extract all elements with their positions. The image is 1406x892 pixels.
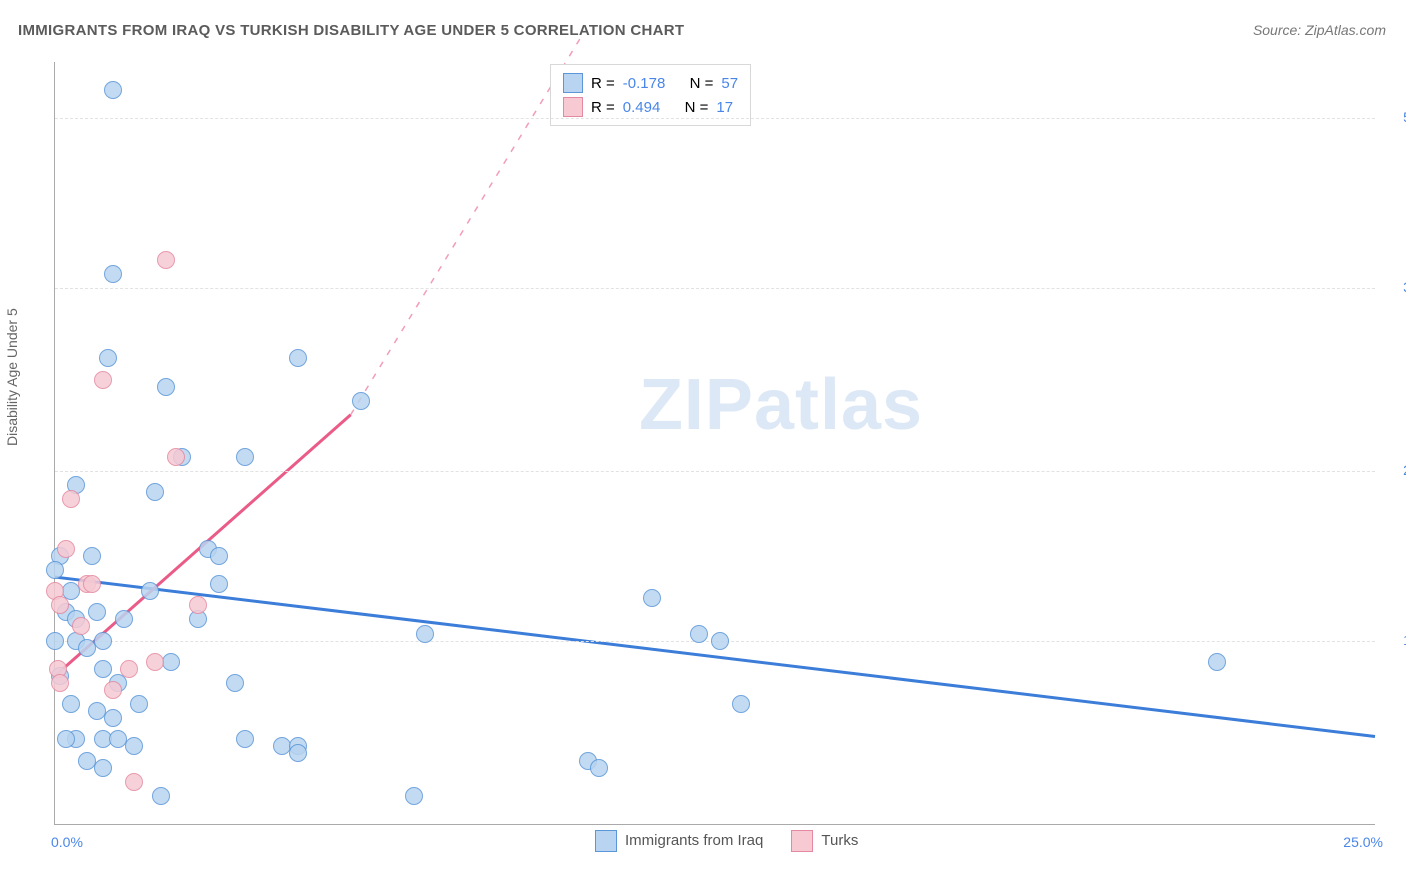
data-point xyxy=(189,596,207,614)
data-point xyxy=(104,681,122,699)
y-tick: 3.8% xyxy=(1380,279,1406,295)
legend-item: Turks xyxy=(791,830,858,852)
data-point xyxy=(732,695,750,713)
data-point xyxy=(590,759,608,777)
data-point xyxy=(94,759,112,777)
data-point xyxy=(115,610,133,628)
data-point xyxy=(167,448,185,466)
data-point xyxy=(46,632,64,650)
data-point xyxy=(51,674,69,692)
data-point xyxy=(352,392,370,410)
data-point xyxy=(94,371,112,389)
data-point xyxy=(99,349,117,367)
data-point xyxy=(210,547,228,565)
data-point xyxy=(125,737,143,755)
gridline xyxy=(55,118,1375,119)
data-point xyxy=(289,349,307,367)
data-point xyxy=(146,483,164,501)
y-axis-label: Disability Age Under 5 xyxy=(4,308,20,446)
y-tick: 1.3% xyxy=(1380,632,1406,648)
x-tick-max: 25.0% xyxy=(1343,834,1383,850)
legend-row: R = 0.494 N = 17 xyxy=(563,95,738,119)
data-point xyxy=(226,674,244,692)
data-point xyxy=(57,730,75,748)
data-point xyxy=(104,265,122,283)
legend-item: Immigrants from Iraq xyxy=(595,830,763,852)
data-point xyxy=(152,787,170,805)
chart-title: IMMIGRANTS FROM IRAQ VS TURKISH DISABILI… xyxy=(18,22,684,39)
data-point xyxy=(146,653,164,671)
data-point xyxy=(104,81,122,99)
data-point xyxy=(236,448,254,466)
y-tick: 2.5% xyxy=(1380,462,1406,478)
data-point xyxy=(690,625,708,643)
data-point xyxy=(94,660,112,678)
data-point xyxy=(88,603,106,621)
data-point xyxy=(210,575,228,593)
y-tick: 5.0% xyxy=(1380,109,1406,125)
data-point xyxy=(83,547,101,565)
data-point xyxy=(120,660,138,678)
gridline xyxy=(55,471,1375,472)
data-point xyxy=(1208,653,1226,671)
data-point xyxy=(78,639,96,657)
gridline xyxy=(55,288,1375,289)
data-point xyxy=(83,575,101,593)
watermark: ZIPatlas xyxy=(639,364,923,446)
series-legend: Immigrants from Iraq Turks xyxy=(595,830,858,852)
x-tick-min: 0.0% xyxy=(51,834,83,850)
data-point xyxy=(711,632,729,650)
source-label: Source: ZipAtlas.com xyxy=(1253,22,1386,38)
data-point xyxy=(51,596,69,614)
legend-row: R = -0.178 N = 57 xyxy=(563,71,738,95)
data-point xyxy=(46,561,64,579)
data-point xyxy=(62,695,80,713)
data-point xyxy=(162,653,180,671)
data-point xyxy=(236,730,254,748)
data-point xyxy=(130,695,148,713)
data-point xyxy=(289,744,307,762)
data-point xyxy=(72,617,90,635)
data-point xyxy=(62,490,80,508)
data-point xyxy=(157,251,175,269)
data-point xyxy=(643,589,661,607)
scatter-plot: ZIPatlas R = -0.178 N = 57R = 0.494 N = … xyxy=(54,62,1375,825)
data-point xyxy=(125,773,143,791)
data-point xyxy=(104,709,122,727)
correlation-legend: R = -0.178 N = 57R = 0.494 N = 17 xyxy=(550,64,751,126)
data-point xyxy=(141,582,159,600)
data-point xyxy=(57,540,75,558)
data-point xyxy=(157,378,175,396)
trend-lines xyxy=(55,62,1375,824)
data-point xyxy=(416,625,434,643)
data-point xyxy=(94,632,112,650)
data-point xyxy=(405,787,423,805)
